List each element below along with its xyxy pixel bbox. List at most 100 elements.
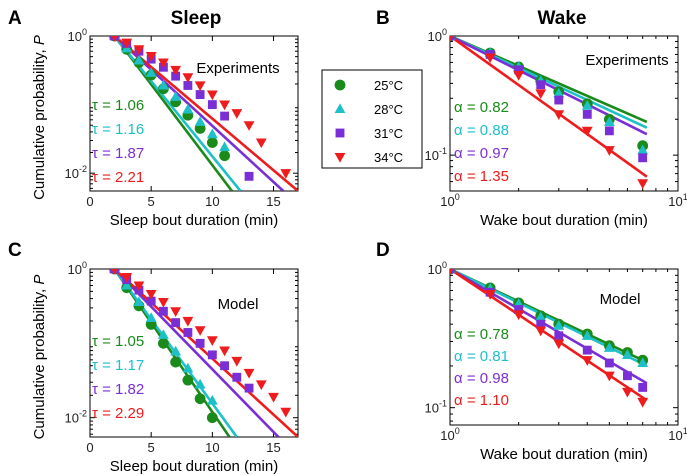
- data-point: [220, 111, 230, 121]
- data-point: [158, 329, 169, 339]
- data-point: [170, 307, 182, 317]
- data-point: [536, 319, 546, 329]
- data-point: [219, 141, 230, 152]
- plot-frame: [89, 35, 299, 192]
- data-point: [207, 350, 217, 360]
- x-tick-label: 5: [148, 194, 155, 209]
- plot-frame: [449, 268, 679, 426]
- data-point: [554, 95, 564, 105]
- y-tick-label: 10-1: [425, 399, 447, 416]
- x-tick-label: 101: [668, 426, 687, 443]
- data-point: [450, 269, 454, 275]
- param-label: τ = 1.87: [92, 145, 144, 162]
- x-tick-label: 10: [205, 194, 219, 209]
- data-point: [194, 393, 206, 405]
- legend-marker: [335, 128, 345, 138]
- param-label: τ = 2.29: [92, 405, 144, 422]
- data-point: [255, 138, 267, 149]
- data-point: [146, 296, 156, 306]
- data-point: [231, 109, 243, 119]
- data-point: [581, 100, 593, 110]
- param-label: α = 0.98: [454, 370, 509, 387]
- param-label: α = 0.82: [454, 99, 509, 116]
- data-point: [183, 328, 193, 337]
- data-point: [581, 126, 593, 137]
- data-point: [170, 345, 182, 356]
- x-tick-label: 100: [440, 426, 459, 443]
- panel-letter: C: [8, 240, 22, 261]
- x-tick-label: 10: [205, 440, 219, 455]
- data-point: [622, 349, 633, 359]
- data-point: [133, 281, 145, 292]
- data-point: [603, 116, 615, 126]
- data-point: [244, 171, 254, 181]
- plot-frame: [89, 268, 299, 438]
- data-point: [231, 356, 243, 367]
- data-point: [145, 290, 157, 300]
- plot-area: [450, 36, 649, 189]
- data-point: [582, 345, 592, 355]
- legend-marker: [334, 103, 346, 114]
- param-label: τ = 1.17: [92, 357, 144, 374]
- data-point: [219, 346, 230, 357]
- data-point: [133, 45, 145, 55]
- data-point: [220, 361, 230, 371]
- data-point: [243, 121, 255, 131]
- data-point: [280, 407, 292, 418]
- data-point: [638, 382, 648, 392]
- data-point: [450, 36, 454, 42]
- y-tick-label: 100: [68, 260, 87, 277]
- data-point: [581, 356, 593, 366]
- x-axis-label: Wake bout duration (min): [480, 212, 648, 229]
- data-point: [232, 372, 242, 382]
- data-point: [206, 90, 218, 101]
- data-point: [604, 358, 614, 368]
- param-label: τ = 1.05: [92, 333, 144, 350]
- param-label: α = 0.88: [454, 122, 509, 139]
- y-tick-label: 100: [428, 260, 447, 277]
- plot-area: [450, 269, 649, 408]
- data-point: [514, 65, 524, 75]
- x-tick-label: 15: [266, 440, 280, 455]
- data-point: [121, 272, 133, 283]
- data-point: [514, 305, 524, 314]
- data-point: [581, 330, 593, 340]
- data-point: [170, 65, 182, 76]
- param-label: α = 0.81: [454, 348, 509, 365]
- data-point: [158, 58, 169, 69]
- data-point: [158, 306, 168, 316]
- data-point: [219, 150, 230, 162]
- data-point: [182, 73, 194, 83]
- x-tick-label: 0: [86, 194, 93, 209]
- x-tick-label: 100: [440, 192, 459, 209]
- data-point: [145, 67, 157, 77]
- data-point: [535, 89, 547, 100]
- data-point: [513, 310, 525, 321]
- y-tick-label: 100: [428, 27, 447, 44]
- data-point: [171, 318, 181, 328]
- data-point: [194, 378, 206, 389]
- data-point: [206, 412, 218, 424]
- data-point: [244, 383, 254, 393]
- x-tick-label: 0: [86, 440, 93, 455]
- plot-area: [109, 269, 298, 437]
- data-point: [158, 297, 169, 308]
- data-point: [206, 336, 218, 346]
- x-axis-label: Sleep bout duration (min): [110, 458, 278, 475]
- data-point: [255, 380, 267, 391]
- fit-line: [450, 36, 648, 136]
- data-point: [219, 100, 230, 111]
- panel-b: B 100 101 10-1 100 Wake bout duration (min) Ex…: [376, 8, 687, 229]
- data-point: [553, 320, 565, 330]
- column-title-wake: Wake: [538, 8, 587, 29]
- panel-letter: B: [376, 8, 390, 29]
- param-label: α = 1.35: [454, 168, 509, 185]
- panel-subtitle: Model: [218, 296, 259, 313]
- fit-line: [113, 269, 280, 437]
- plot-area: [109, 36, 298, 191]
- data-point: [604, 126, 614, 136]
- legend: 25°C 28°C 31°C 34°C: [321, 69, 423, 169]
- data-point: [195, 338, 205, 348]
- fit-line: [450, 269, 648, 368]
